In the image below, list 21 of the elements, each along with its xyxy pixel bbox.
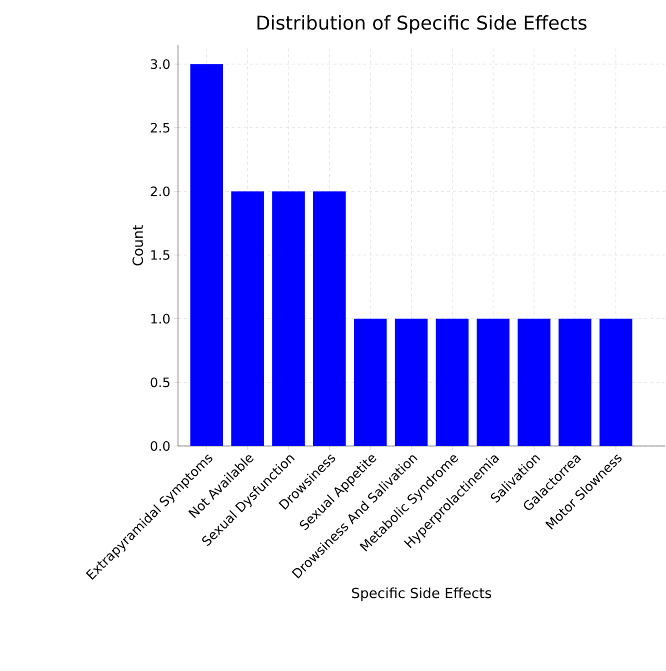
bar [354,318,387,446]
bar [558,318,592,446]
bar [436,318,469,446]
bar [518,318,550,446]
y-tick-label: 2.5 [150,122,170,133]
bar [394,318,428,446]
bar [476,318,510,446]
bar [313,191,346,446]
y-tick-label: 1.0 [151,314,170,324]
bar [231,191,264,446]
y-tick-label: 3.0 [150,59,170,69]
bar [600,318,632,446]
y-tick-label: 0.5 [150,377,170,388]
y-tick-label: 0.0 [150,441,170,451]
y-tick-label: 1.5 [151,250,170,260]
bar [190,64,224,446]
chart-title: Distribution of Specific Side Effects [258,15,586,34]
y-tick-label: 2.0 [150,186,170,196]
x-axis-title: Specific Side Effects [352,587,492,601]
y-axis-title: Count [132,225,144,266]
bar [272,191,305,446]
